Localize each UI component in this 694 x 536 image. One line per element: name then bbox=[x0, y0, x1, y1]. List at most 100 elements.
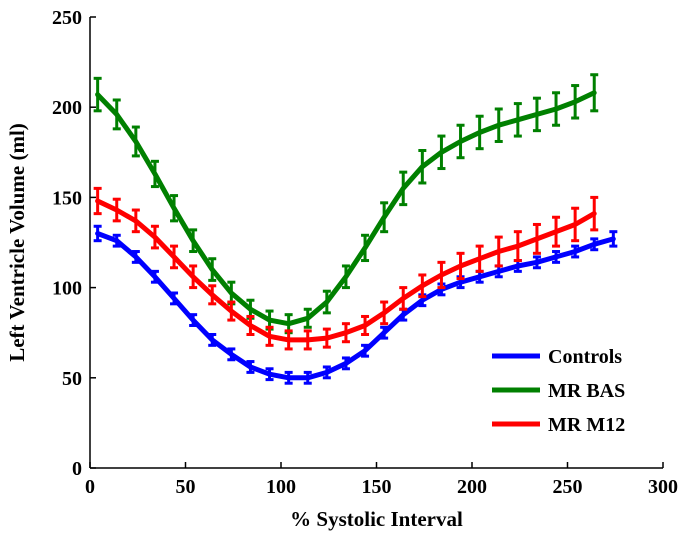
error-bar bbox=[265, 325, 274, 347]
error-bar bbox=[112, 197, 121, 223]
error-bar bbox=[380, 300, 389, 326]
error-bar bbox=[112, 98, 121, 131]
series-layer bbox=[93, 73, 618, 385]
error-bar bbox=[303, 370, 312, 385]
error-bar bbox=[208, 257, 217, 282]
error-bar bbox=[227, 300, 236, 322]
error-bar bbox=[189, 228, 198, 254]
error-bar bbox=[475, 114, 484, 151]
error-bar bbox=[208, 333, 217, 347]
series-line bbox=[95, 231, 616, 381]
x-axis-title: % Systolic Interval bbox=[290, 507, 463, 531]
y-tick-label: 100 bbox=[52, 278, 82, 300]
error-bar bbox=[303, 329, 312, 351]
error-bar bbox=[322, 289, 331, 315]
error-bar bbox=[170, 194, 179, 223]
error-bar bbox=[112, 233, 121, 248]
error-bar bbox=[284, 370, 293, 385]
error-bar bbox=[552, 250, 561, 264]
error-bar bbox=[227, 347, 236, 362]
error-bar bbox=[284, 329, 293, 351]
error-bar bbox=[399, 170, 408, 207]
error-bar bbox=[532, 222, 541, 255]
x-tick-label: 300 bbox=[648, 476, 678, 498]
legend-item: Controls bbox=[492, 346, 622, 368]
error-bar bbox=[552, 91, 561, 127]
error-bar bbox=[399, 286, 408, 311]
legend-item: MR BAS bbox=[492, 380, 625, 402]
x-tick-label: 0 bbox=[85, 476, 95, 498]
error-bar bbox=[513, 230, 522, 263]
error-bar bbox=[93, 186, 102, 216]
error-bar bbox=[532, 255, 541, 270]
error-bar bbox=[590, 195, 599, 232]
x-tick-label: 250 bbox=[553, 476, 583, 498]
error-bar bbox=[131, 208, 140, 234]
error-bar bbox=[246, 360, 255, 374]
error-bar bbox=[341, 322, 350, 344]
error-bar bbox=[361, 314, 370, 337]
error-bar bbox=[150, 224, 159, 250]
error-bar bbox=[208, 284, 217, 306]
error-bar bbox=[341, 356, 350, 371]
error-bar bbox=[437, 134, 446, 171]
x-tick-label: 100 bbox=[266, 476, 296, 498]
error-bar bbox=[571, 206, 580, 243]
error-bar bbox=[361, 233, 370, 263]
error-bar bbox=[418, 148, 427, 185]
error-bar bbox=[475, 244, 484, 273]
series-mr-bas bbox=[93, 73, 599, 335]
y-ticks-group: 0 50 100 150 200 250 bbox=[52, 7, 96, 480]
error-bar bbox=[93, 224, 102, 243]
error-bar bbox=[532, 96, 541, 133]
error-bar bbox=[513, 102, 522, 138]
error-bar bbox=[189, 313, 198, 327]
error-bar bbox=[131, 250, 140, 264]
y-tick-label: 150 bbox=[52, 187, 82, 209]
error-bar bbox=[189, 264, 198, 290]
error-bar bbox=[322, 365, 331, 380]
error-bar bbox=[150, 269, 159, 284]
y-tick-label: 0 bbox=[72, 458, 82, 480]
series-mr-m12 bbox=[93, 186, 599, 351]
error-bar bbox=[170, 244, 179, 270]
legend-label: Controls bbox=[548, 346, 622, 368]
error-bar bbox=[380, 325, 389, 340]
error-bar bbox=[590, 237, 599, 252]
y-tick-label: 200 bbox=[52, 97, 82, 119]
error-bar bbox=[265, 367, 274, 382]
error-bar bbox=[609, 230, 618, 248]
error-bar bbox=[437, 260, 446, 290]
legend-label: MR BAS bbox=[548, 380, 625, 402]
error-bar bbox=[590, 73, 599, 113]
error-bar bbox=[456, 251, 465, 281]
legend-label: MR M12 bbox=[548, 414, 625, 436]
error-bar bbox=[380, 201, 389, 234]
x-tick-label: 200 bbox=[457, 476, 487, 498]
error-bar bbox=[150, 159, 159, 189]
error-bar bbox=[303, 307, 312, 329]
error-bar bbox=[361, 343, 370, 358]
error-bar bbox=[131, 125, 140, 158]
series-controls bbox=[93, 224, 618, 385]
y-axis-title: Left Ventricle Volume (ml) bbox=[5, 123, 29, 362]
error-bar bbox=[418, 273, 427, 299]
error-bar bbox=[246, 314, 255, 337]
error-bar bbox=[571, 84, 580, 120]
error-bar bbox=[494, 107, 503, 143]
error-bar bbox=[322, 327, 331, 349]
error-bar bbox=[341, 264, 350, 290]
error-bar bbox=[571, 244, 580, 259]
legend: Controls MR BAS MR M12 bbox=[492, 346, 625, 436]
x-tick-label: 150 bbox=[362, 476, 392, 498]
x-ticks-group: 0 50 100 150 200 250 300 bbox=[85, 462, 678, 498]
x-tick-label: 50 bbox=[176, 476, 196, 498]
error-bar bbox=[552, 215, 561, 248]
error-bar bbox=[93, 76, 102, 113]
error-bar bbox=[456, 123, 465, 160]
error-bar bbox=[494, 235, 503, 268]
y-tick-label: 50 bbox=[62, 368, 82, 390]
error-bar bbox=[170, 291, 179, 306]
